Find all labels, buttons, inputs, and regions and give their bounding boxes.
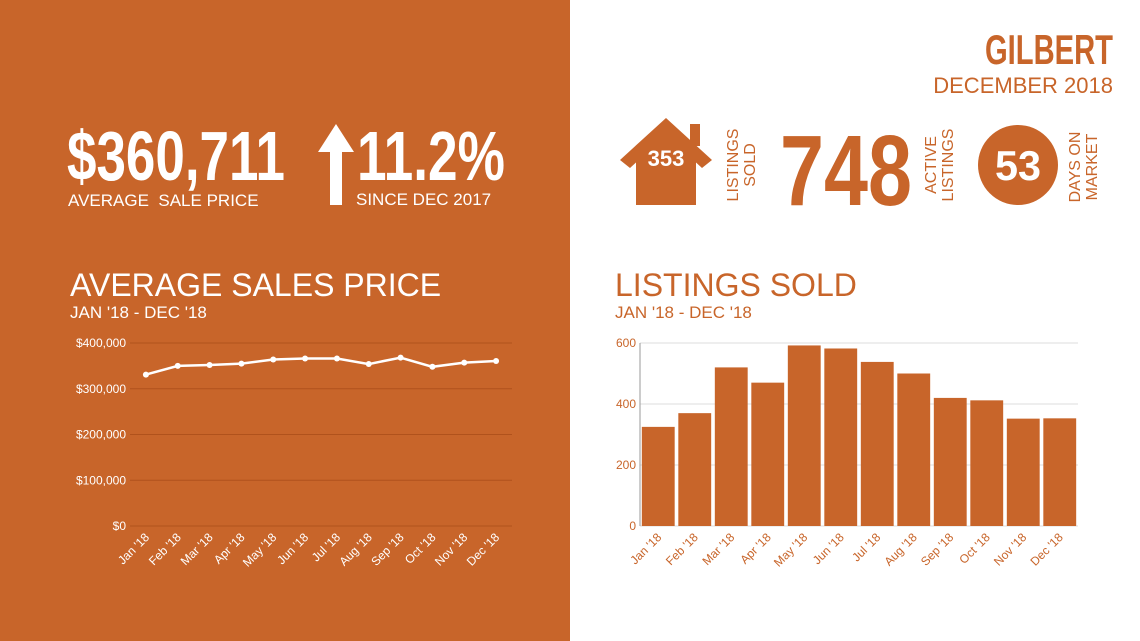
bar [641, 426, 675, 526]
y-tick-label: $200,000 [76, 428, 126, 442]
chart-subtitle: JAN '18 - DEC '18 [70, 303, 207, 322]
point [365, 361, 372, 368]
y-tick-label: $300,000 [76, 382, 126, 396]
bar [970, 400, 1004, 526]
days-circle [978, 125, 1058, 205]
house-icon [620, 118, 712, 205]
bar [933, 397, 967, 526]
point [397, 354, 404, 361]
active-listings-value: 748 [780, 115, 912, 227]
y-tick-label: $400,000 [76, 336, 126, 350]
days-on-market-label: DAYS ON [1067, 132, 1084, 203]
y-tick-label: 200 [616, 458, 636, 472]
days-on-market-label: MARKET [1084, 133, 1101, 200]
date: DECEMBER 2018 [933, 73, 1113, 98]
bar [860, 361, 894, 526]
bar [678, 413, 712, 526]
line [145, 356, 497, 376]
change-label: SINCE DEC 2017 [356, 190, 491, 209]
y-tick-label: 0 [629, 519, 636, 533]
chart-title: LISTINGS SOLD [615, 267, 857, 303]
y-tick-label: $0 [113, 519, 127, 533]
point [174, 362, 181, 369]
listings-sold-value: 353 [648, 146, 685, 171]
chart-title: AVERAGE SALES PRICE [70, 267, 441, 303]
average-sale-price-label: AVERAGE SALE PRICE [68, 191, 259, 210]
change-value: 11.2% [357, 117, 505, 195]
point [429, 363, 436, 370]
point [461, 359, 468, 366]
bar [1043, 418, 1077, 526]
bar [824, 348, 858, 526]
point [333, 355, 340, 362]
bar [897, 373, 931, 526]
point [493, 357, 500, 364]
listings-sold-label: SOLD [742, 143, 759, 187]
bar [787, 345, 821, 526]
point [238, 360, 245, 367]
bar [751, 382, 785, 526]
active-listings-label: ACTIVE [923, 136, 940, 194]
days-on-market-value: 53 [995, 142, 1041, 189]
bar [714, 367, 748, 526]
y-tick-label: 400 [616, 397, 636, 411]
point [206, 361, 213, 368]
point [302, 355, 309, 362]
left-panel [0, 0, 570, 641]
average-sale-price: $360,711 [67, 117, 285, 195]
active-listings-label: LISTINGS [940, 129, 957, 202]
point [270, 356, 277, 363]
y-tick-label: 600 [616, 336, 636, 350]
bar [1006, 418, 1040, 526]
listings-sold-label: LISTINGS [725, 129, 742, 202]
y-tick-label: $100,000 [76, 473, 126, 487]
city: GILBERT [985, 26, 1113, 73]
point [142, 371, 149, 378]
up-arrow [318, 124, 354, 205]
chart-subtitle: JAN '18 - DEC '18 [615, 303, 752, 322]
